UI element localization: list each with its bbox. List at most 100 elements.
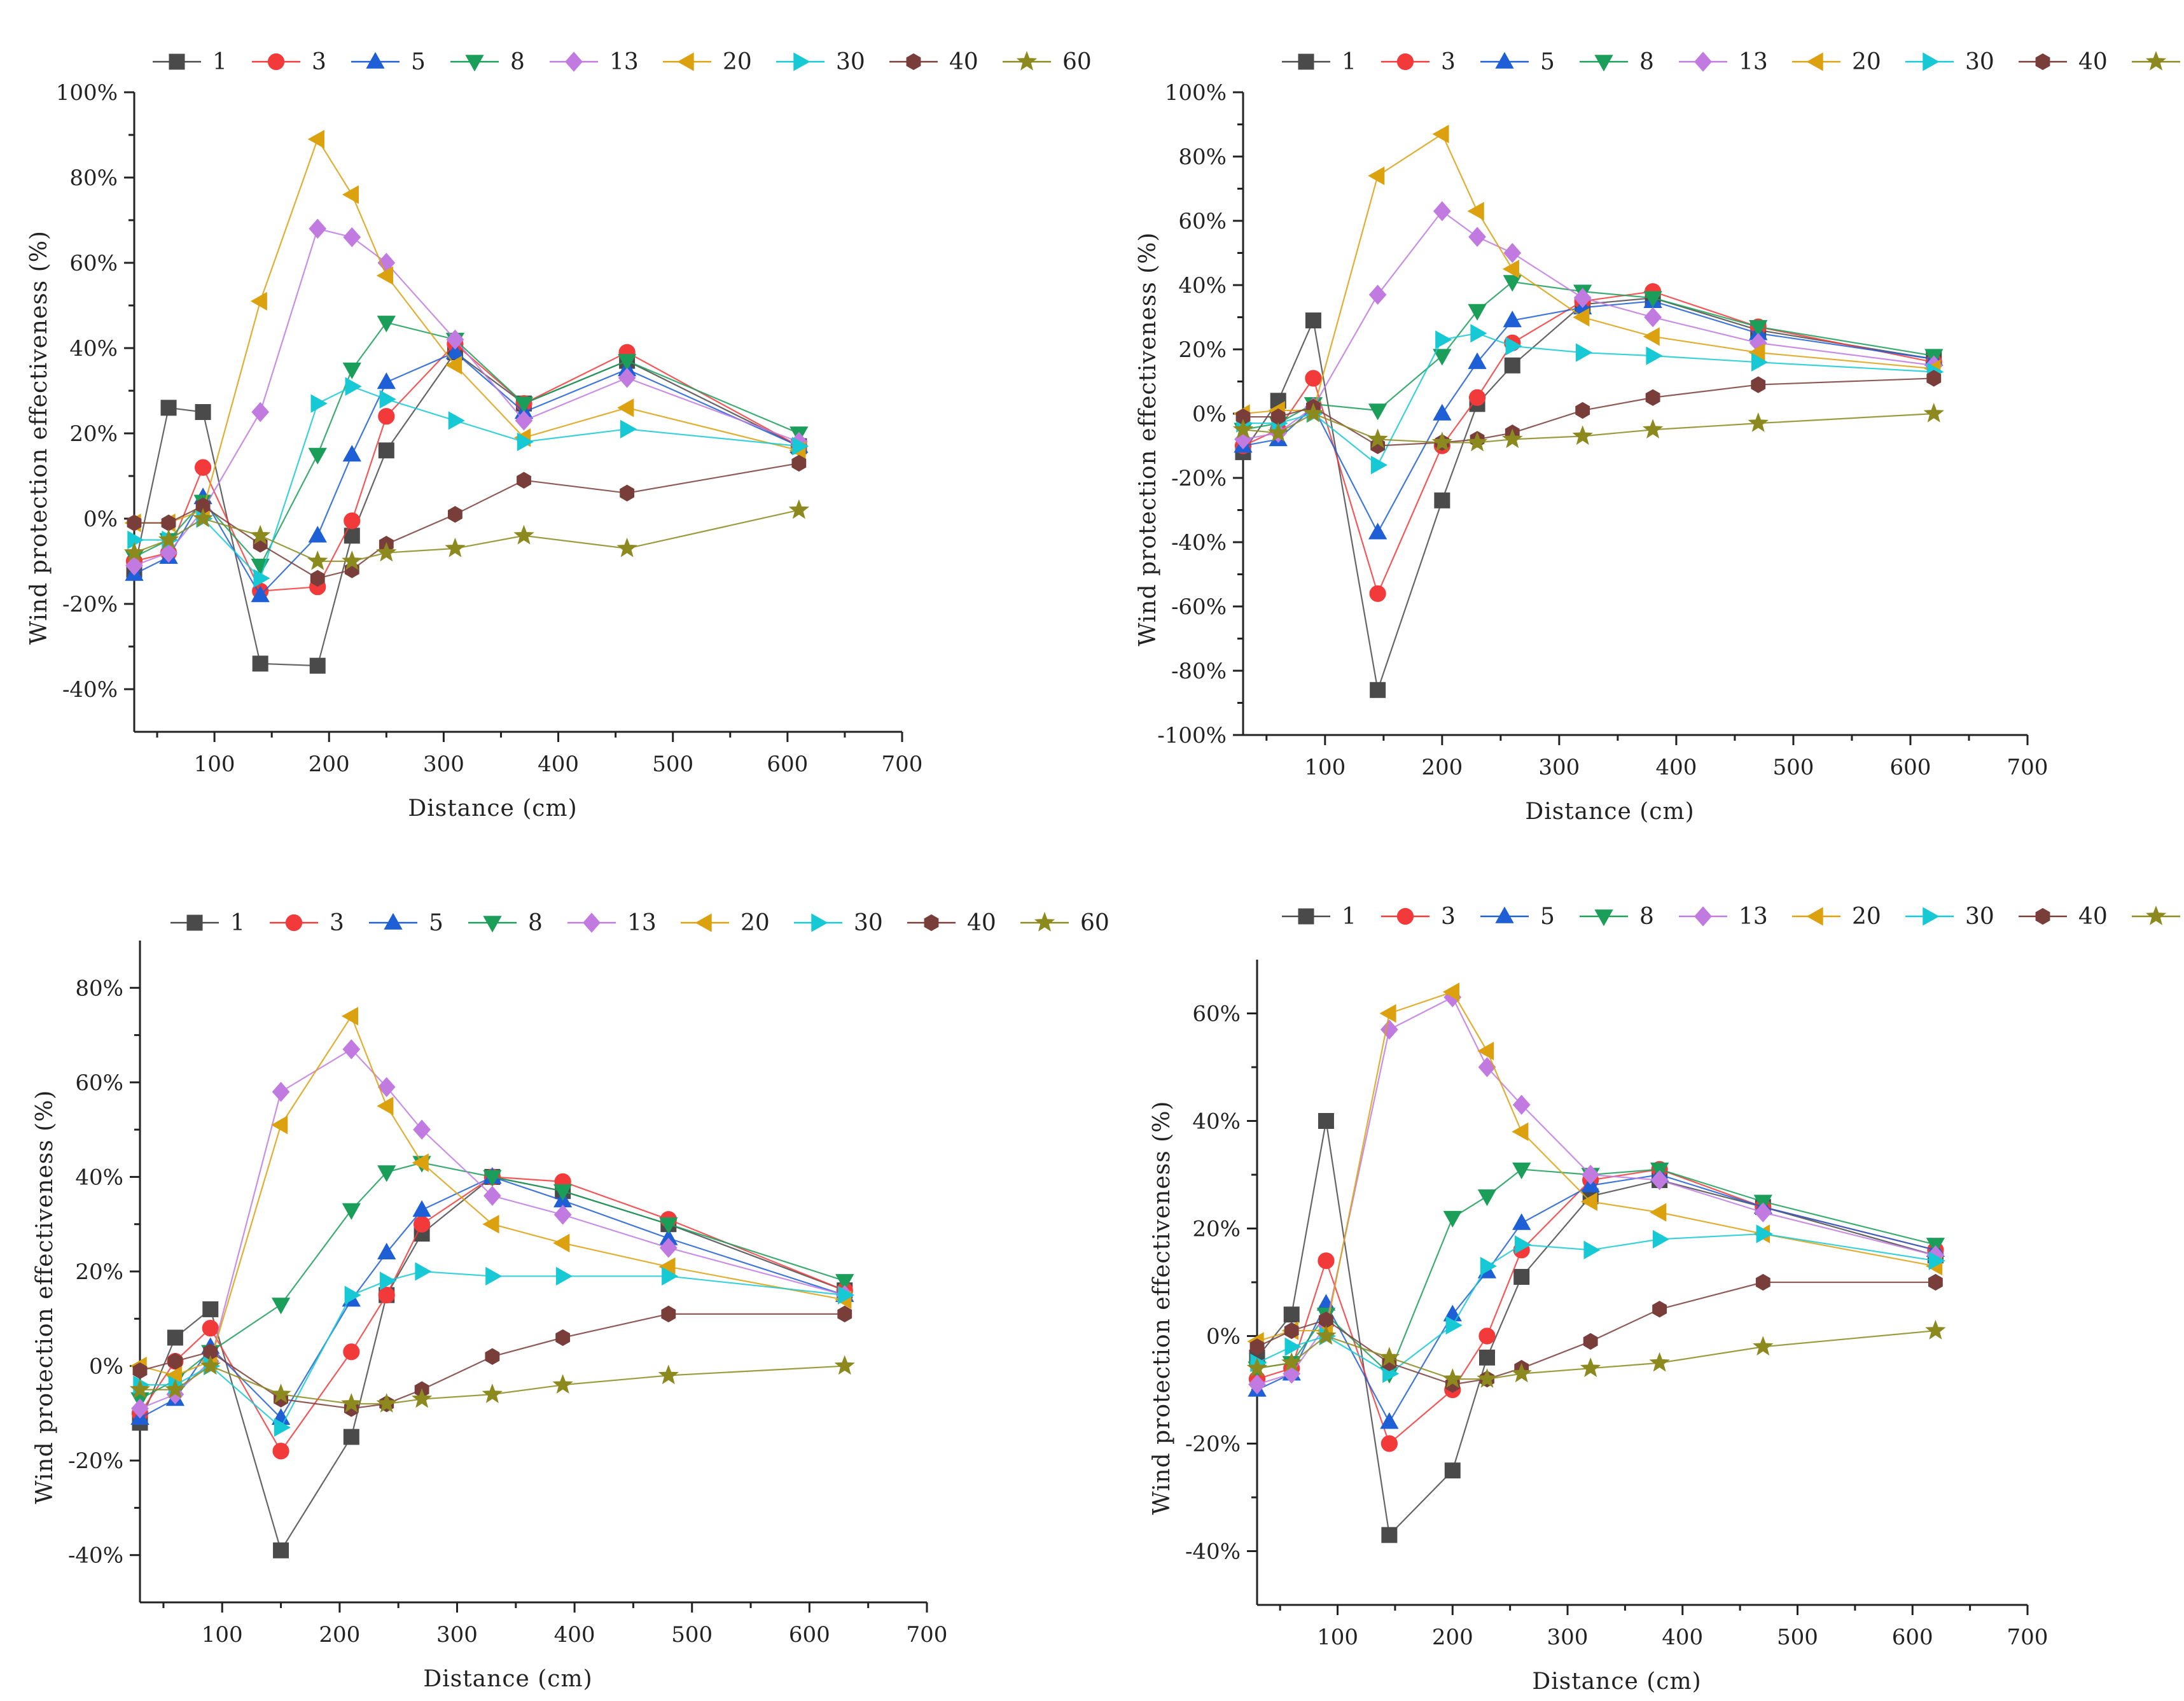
x-axis-title: Distance (cm) [408,795,577,822]
x-axis-title: Distance (cm) [1532,1669,1701,1695]
series-1 [126,344,807,674]
series-1-point [160,400,177,416]
series-20-point [1442,983,1459,1002]
series-8-point [659,1217,678,1235]
series-20-point [342,185,359,204]
series-30 [1236,324,1944,475]
series-30-point [555,1266,573,1286]
legend-marker [1594,55,1613,72]
series-1-point [202,1301,219,1317]
series-5-point [308,526,327,543]
legend-label: 13 [1739,904,1768,930]
legend-item-30: 30 [1905,904,1994,930]
series-40-point [167,1352,183,1370]
series-60-point [552,1374,573,1394]
series-60 [1232,402,1944,452]
chart-panel-4: 100 200 300 400 500 600 700 -40% -20% 0% 20% 40% 60%… [1149,904,2180,1695]
legend-item-40: 40 [2019,904,2108,930]
series-60-point [1572,425,1593,445]
series-13-point [1644,307,1662,328]
legend-marker [565,52,583,72]
legend-marker [793,52,810,71]
series-8-point [342,1203,361,1220]
legend-marker [384,913,403,930]
legend-item-20: 20 [663,49,752,75]
legend-marker [1495,52,1514,69]
series-40-point [1575,402,1590,419]
series-13-point [272,1081,290,1102]
series-40-point [517,472,531,489]
series-20-point [553,1233,570,1253]
series-60 [123,499,810,570]
legend-item-5: 5 [369,910,443,936]
series-40-point [1755,1273,1770,1291]
series-5-point [1468,352,1487,369]
series-3-point [1468,389,1486,406]
series-13-point [515,410,533,431]
series-30-point [662,1266,679,1286]
series-60-point [1303,402,1324,423]
series-3-point [414,1215,431,1233]
series-60-point [616,537,637,557]
x-tick-label: 600 [767,752,808,777]
series-13-point [659,1238,678,1258]
series-13-point [1503,242,1522,263]
y-axis-title: Wind protection effectiveness (%) [1135,232,1161,647]
series-8-point [514,396,534,414]
series-1-point [309,657,326,674]
series-1-point [1283,1306,1300,1323]
legend-label: 8 [528,910,543,936]
series-40-point [661,1305,676,1323]
y-tick-label: -20% [68,1448,123,1474]
series-30-point [1515,1235,1532,1254]
x-tick-label: 300 [436,1622,478,1648]
x-tick-label: 500 [1777,1625,1818,1650]
series-60-point [1649,1352,1670,1372]
series-60-point [1477,1368,1498,1388]
legend-label: 1 [1342,904,1356,930]
series-30-point [1284,1337,1302,1357]
legend-marker [583,913,601,933]
legend-item-20: 20 [1792,904,1881,930]
series-20 [124,130,806,533]
series-13-point [1380,1019,1398,1040]
series-20-point [376,266,394,285]
series-20-line [134,137,800,524]
legend-item-30: 30 [794,910,883,936]
series-60-point [270,1383,291,1403]
legend-item-40: 40 [907,910,996,936]
legend-marker [1298,908,1314,925]
series-8-point [1503,275,1522,292]
chart-panel-3: 100 200 300 400 500 600 700 -40% -20% 0% 20% 40% 60%… [32,910,1109,1692]
series-5-point [1433,403,1452,421]
series-30-point [127,530,144,550]
series-60 [129,1355,855,1413]
legend-item-3: 3 [1381,904,1456,930]
legend-label: 1 [230,910,245,936]
y-tick-label: -20% [62,592,118,617]
series-60-point [158,529,179,549]
series-60-point [1379,1347,1400,1367]
series-60-point [376,542,397,562]
legend-label: 60 [1080,910,1109,936]
series-30-point [1756,1224,1773,1243]
series-40-point [791,454,807,472]
series-13-point [131,1398,149,1419]
series-40 [132,1305,852,1417]
series-20-point [1379,1004,1396,1023]
series-1-point [1513,1269,1530,1285]
x-tick-label: 100 [1304,755,1346,780]
series-30-point [1575,343,1593,362]
series-5-line [139,1176,845,1420]
series-30-point [274,1418,291,1437]
series-20 [130,1007,852,1385]
y-tick-label: -40% [1171,530,1227,556]
series-60-point [192,507,214,528]
legend-marker [483,916,502,933]
series-8-point [1477,1189,1497,1207]
x-tick-label: 300 [1538,755,1580,780]
y-tick-label: -40% [1185,1539,1241,1565]
series-60-line [1242,412,1934,444]
legend-label: 30 [1965,49,1994,75]
